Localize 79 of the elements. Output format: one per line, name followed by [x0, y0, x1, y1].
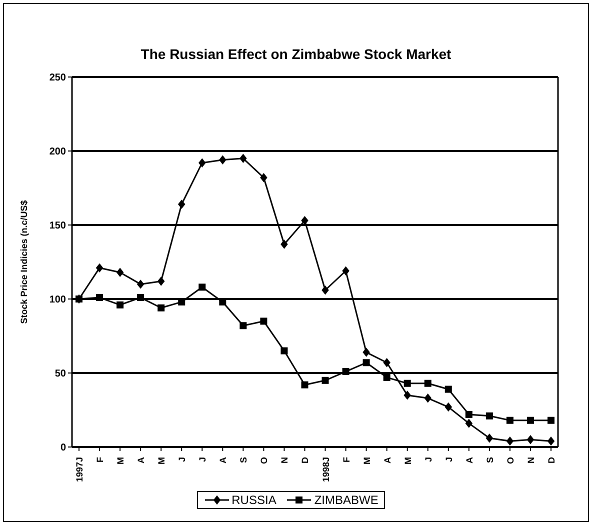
point: [322, 286, 329, 294]
x-tick-label: A: [382, 456, 392, 464]
point: [404, 390, 411, 400]
point: [178, 200, 186, 209]
point: [548, 416, 554, 424]
point: [526, 435, 534, 444]
x-tick-label: M: [156, 457, 167, 464]
point: [465, 419, 472, 428]
point: [280, 347, 288, 354]
point: [506, 416, 514, 424]
point: [465, 410, 472, 418]
point: [383, 374, 390, 381]
chart-title: The Russian Effect on Zimbabwe Stock Market: [140, 46, 452, 62]
point: [116, 268, 124, 277]
x-tick-label: A: [464, 456, 474, 464]
point: [424, 380, 432, 387]
x-tick-label: N: [526, 457, 536, 464]
point: [137, 280, 144, 288]
y-axis-title: Stock Price Indicies (n.c/US$: [19, 200, 30, 324]
point: [486, 412, 493, 420]
point: [362, 348, 370, 357]
point: [301, 216, 308, 225]
point: [198, 284, 206, 291]
x-tick-label: A: [218, 456, 228, 464]
x-tick-label: D: [546, 456, 556, 464]
point: [424, 394, 432, 402]
x-tick-label: F: [95, 456, 106, 462]
point: [116, 301, 124, 308]
point: [322, 376, 329, 384]
x-tick-label: M: [402, 457, 413, 464]
x-tick-label: J: [444, 457, 454, 462]
x-tick-label: M: [362, 457, 372, 464]
point: [240, 154, 247, 163]
point: [526, 416, 534, 424]
x-tick-label: 1998J: [320, 457, 331, 482]
x-tick-label: J: [198, 457, 208, 462]
point: [219, 156, 226, 164]
point: [444, 402, 452, 412]
y-tick-label: 150: [49, 220, 66, 232]
legend-label: RUSSIA: [232, 493, 276, 507]
point: [96, 294, 104, 302]
point: [76, 296, 82, 302]
point: [362, 359, 370, 366]
x-tick-label: S: [238, 457, 249, 464]
x-tick-label: J: [177, 457, 188, 462]
x-tick-label: O: [505, 457, 516, 464]
point: [506, 436, 514, 446]
point: [548, 436, 554, 446]
point: [137, 294, 144, 302]
y-tick-label: 100: [49, 294, 66, 306]
point: [301, 381, 308, 388]
point: [260, 318, 268, 325]
x-tick-label: S: [484, 457, 495, 464]
point: [260, 173, 268, 182]
point: [342, 266, 350, 276]
x-tick-label: A: [136, 456, 146, 464]
y-tick-label: 0: [60, 442, 66, 454]
x-tick-label: N: [280, 457, 290, 464]
point: [158, 304, 165, 312]
y-tick-label: 50: [54, 368, 66, 380]
point: [383, 358, 390, 367]
point: [342, 368, 350, 376]
point: [198, 158, 206, 168]
point: [404, 380, 411, 387]
point: [280, 240, 288, 249]
x-tick-label: M: [116, 457, 126, 464]
point: [240, 322, 247, 330]
point: [96, 264, 104, 272]
x-tick-label: 1997J: [74, 457, 84, 482]
x-tick-label: D: [300, 456, 310, 464]
point: [486, 434, 493, 442]
point: [444, 386, 452, 393]
point: [158, 276, 165, 286]
y-tick-label: 250: [49, 72, 66, 84]
x-tick-label: J: [423, 457, 434, 462]
x-tick-label: F: [341, 456, 352, 462]
y-tick-label: 200: [49, 146, 66, 158]
x-tick-label: O: [259, 457, 270, 464]
legend-label: ZIMBABWE: [314, 493, 378, 507]
